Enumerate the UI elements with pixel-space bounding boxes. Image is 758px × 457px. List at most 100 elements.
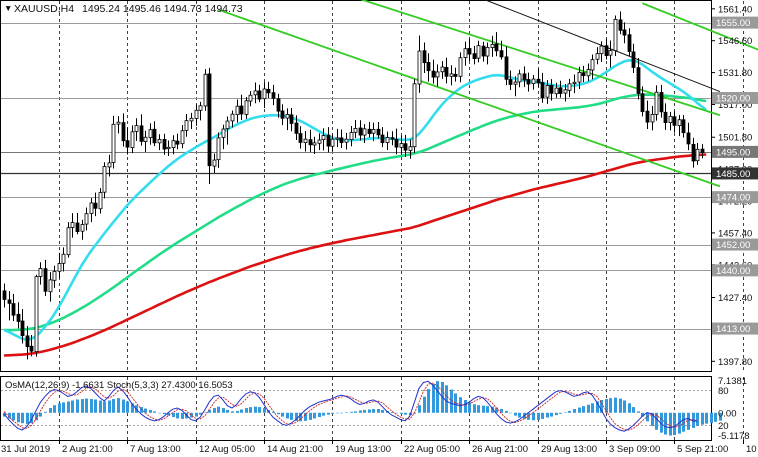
candle-body: [545, 85, 550, 98]
price-tick-label: 1517.00: [718, 100, 752, 111]
candle-body: [426, 62, 431, 72]
level-label: 1440.00: [716, 266, 750, 277]
time-label: 14 Aug 21:00: [267, 444, 323, 455]
osma-bar: [8, 412, 11, 419]
candle-body: [121, 122, 126, 142]
osma-bar: [710, 412, 713, 424]
candle-body: [371, 129, 376, 134]
candle: [198, 101, 203, 121]
candle-body: [654, 91, 659, 115]
time-label: 5 Sep 21:00: [677, 444, 728, 455]
osma-bar: [505, 410, 508, 413]
candle: [631, 43, 636, 74]
candle: [262, 82, 267, 108]
candle: [7, 291, 12, 321]
candle: [590, 54, 595, 80]
candle: [271, 84, 276, 106]
osma-bar: [94, 399, 97, 413]
candle: [490, 35, 495, 57]
candle-body: [143, 136, 148, 142]
osma-bar: [555, 412, 558, 416]
candle-body: [134, 125, 139, 132]
osma-bar: [705, 412, 708, 424]
support-resistance-lines: [1, 23, 711, 330]
candle: [403, 134, 408, 157]
candle: [344, 132, 349, 150]
candle: [435, 64, 440, 87]
oscillator-tick-label: 7.1381: [718, 376, 747, 387]
candle-body: [198, 105, 203, 111]
osma-bar: [719, 412, 722, 421]
candle-body: [203, 73, 208, 107]
candle-body: [70, 222, 75, 228]
candle-body: [312, 142, 317, 146]
candle-body: [102, 166, 107, 193]
candle: [175, 133, 180, 150]
osma-bar: [427, 389, 430, 413]
osma-bar: [368, 409, 371, 413]
level-label: 1495.00: [716, 147, 750, 158]
level-label: 1413.00: [716, 324, 750, 335]
candle: [43, 259, 48, 297]
candle: [659, 84, 664, 118]
price-tick-label: 1457.40: [718, 228, 752, 239]
candle: [353, 120, 358, 139]
candle-body: [25, 335, 30, 348]
candle: [481, 41, 486, 62]
osma-bar: [614, 397, 617, 413]
osma-bar: [477, 405, 480, 413]
osma-bar: [637, 411, 640, 413]
level-label: 1474.00: [716, 193, 750, 204]
chart-header: ▼ XAUUSD,H4 1495.24 1495.46 1494.73 1494…: [4, 3, 243, 15]
osma-bar: [12, 412, 15, 421]
candle-body: [162, 138, 167, 150]
candle-body: [148, 129, 153, 139]
candle: [586, 63, 591, 82]
candle: [472, 45, 477, 65]
candle: [152, 121, 157, 147]
candle: [408, 139, 413, 159]
candle-body: [353, 128, 358, 133]
candle: [266, 81, 271, 99]
candle: [476, 40, 481, 63]
osma-bar: [313, 412, 316, 419]
candle: [695, 143, 700, 165]
osma-bar: [144, 408, 147, 413]
candle-body: [294, 122, 299, 134]
osma-bar: [286, 412, 289, 419]
symbol-arrow-icon[interactable]: ▼: [4, 3, 12, 13]
osma-bar: [436, 381, 439, 413]
osma-bar: [195, 412, 198, 417]
osma-bar: [67, 401, 70, 413]
candle-body: [522, 73, 527, 81]
price-tick-label: 1397.80: [718, 357, 752, 368]
osma-bar: [76, 399, 79, 413]
osma-bar: [550, 412, 553, 417]
osma-bar: [240, 409, 243, 413]
candle-body: [622, 29, 627, 36]
svg-text:XAUUSD,H4 1495.24 1495.4: XAUUSD,H4 1495.24 1495.46 1494.73 1494.7…: [14, 3, 243, 15]
osma-bar: [131, 403, 134, 413]
candle-body: [444, 67, 449, 77]
time-label: 12 Aug 05:00: [199, 444, 255, 455]
candle-body: [175, 140, 180, 145]
candle: [216, 132, 221, 168]
osma-bar: [495, 407, 498, 413]
osma-bar: [468, 402, 471, 413]
candle-body: [349, 132, 354, 141]
candle: [371, 122, 376, 142]
candle-body: [125, 140, 130, 148]
candle-body: [52, 271, 57, 281]
candle-body: [93, 202, 98, 209]
osma-bar: [445, 385, 448, 413]
candle-body: [285, 114, 290, 119]
candle-body: [700, 148, 705, 153]
candle-body: [239, 105, 244, 115]
candle: [376, 121, 381, 139]
osma-bar: [381, 409, 384, 413]
osma-bar: [628, 403, 631, 413]
candle: [66, 222, 71, 258]
candle: [390, 131, 395, 146]
osma-bar: [404, 412, 407, 415]
osma-bar: [99, 400, 102, 413]
